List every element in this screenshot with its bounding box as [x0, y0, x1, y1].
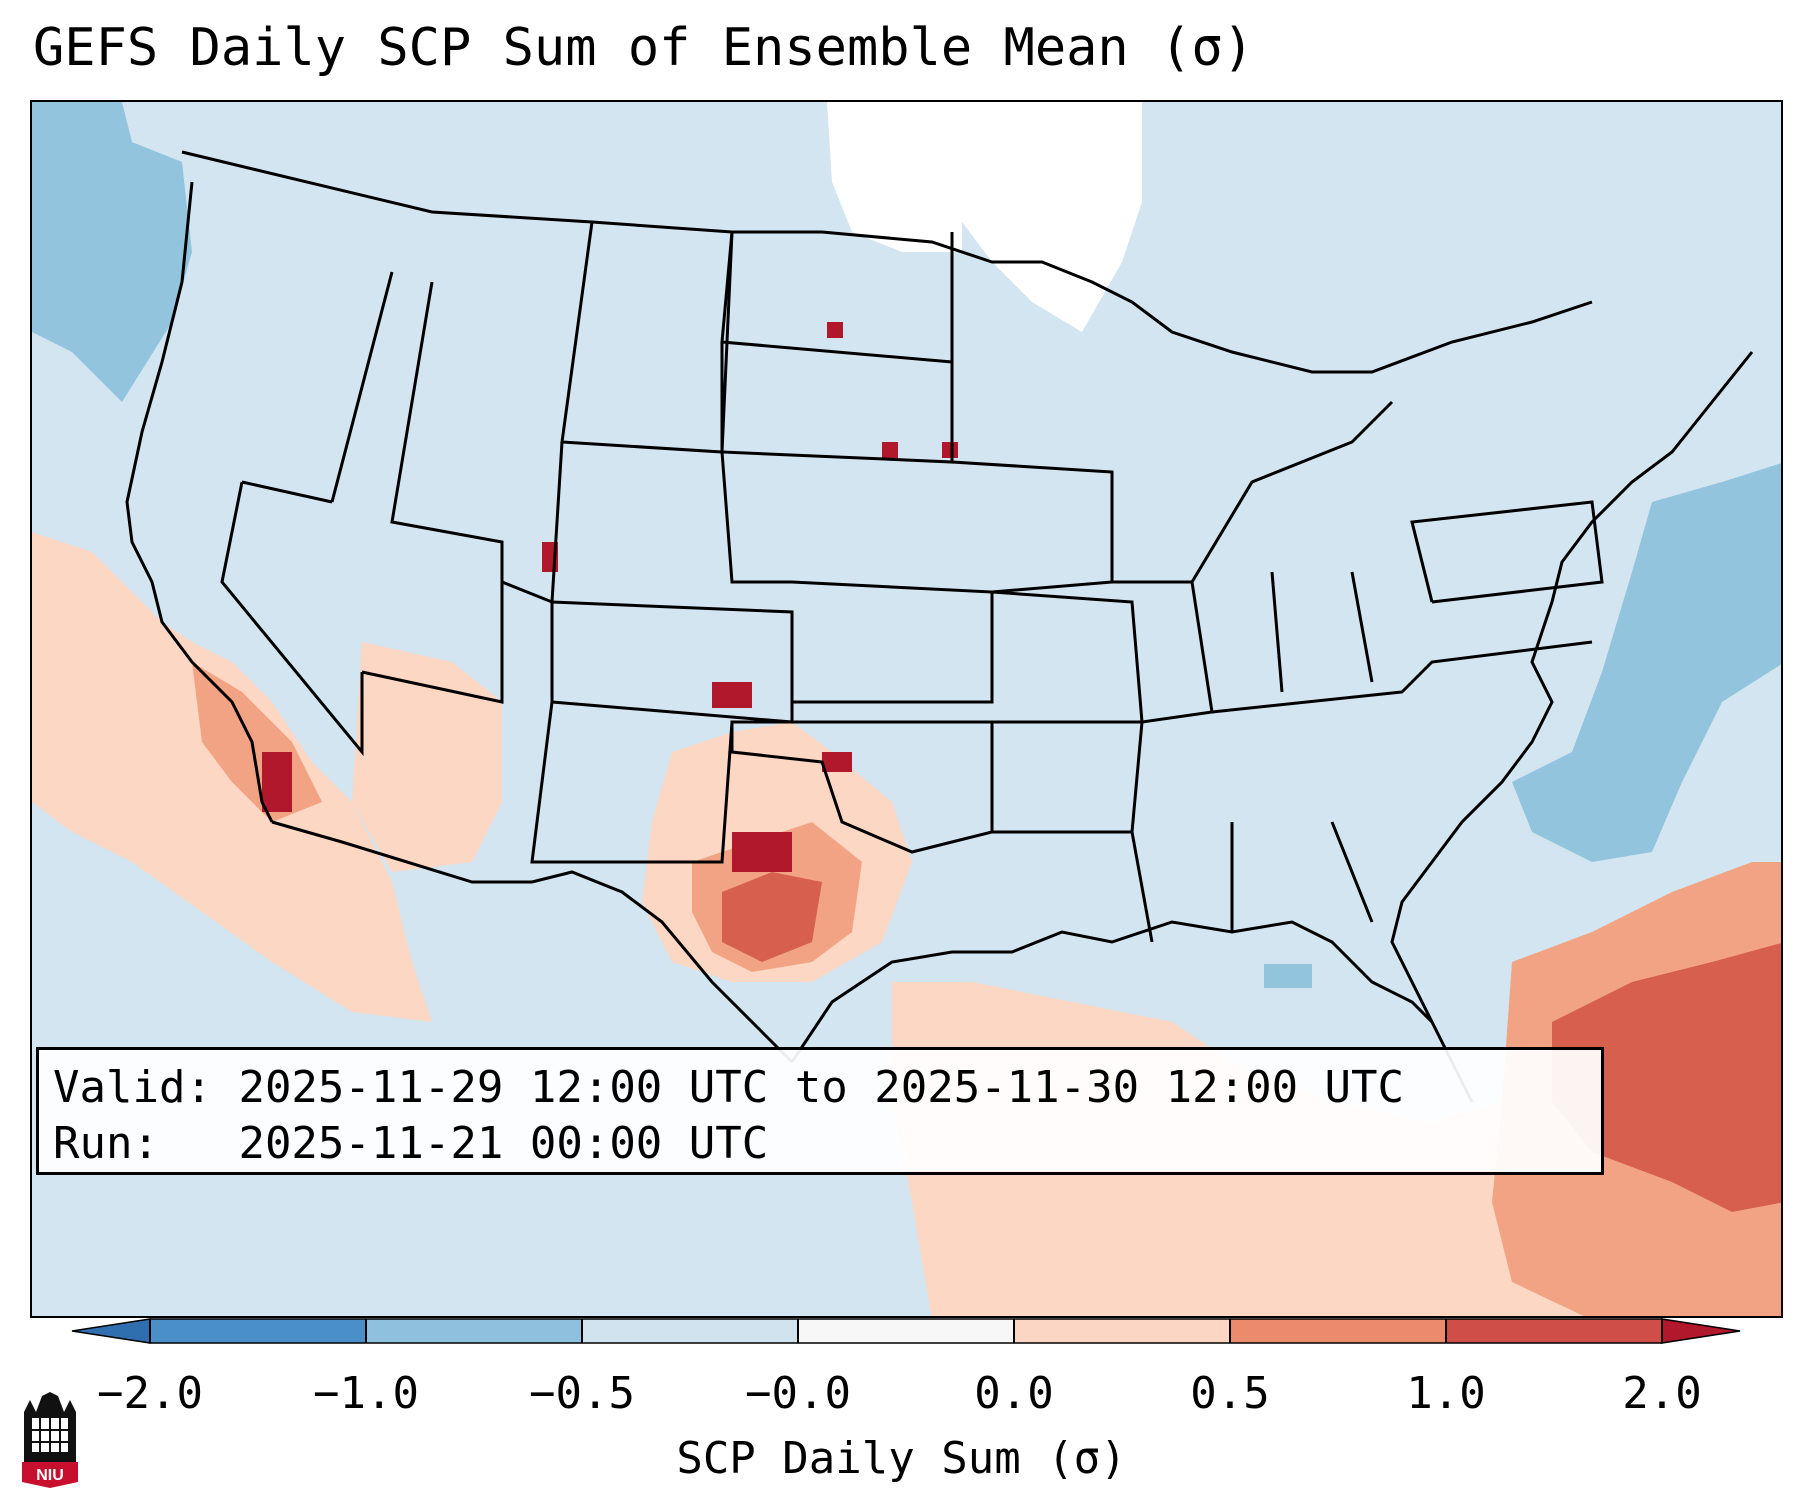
colorbar-tick: 1.0: [1406, 1368, 1486, 1419]
colorbar: [71, 1318, 1741, 1344]
darkred-spot-ca: [262, 752, 292, 812]
darkred-spot-sd-2: [942, 442, 958, 458]
colorbar-tick: −1.0: [313, 1368, 419, 1419]
colorbar-tick: 2.0: [1622, 1368, 1702, 1419]
valid-label: Valid:: [53, 1062, 212, 1113]
blue-region-pacific-nw: [32, 102, 192, 402]
blue-region-atlantic: [1512, 463, 1781, 862]
colorbar-bin-6: [1230, 1319, 1446, 1343]
niu-logo-icon: NIU: [22, 1392, 78, 1488]
darkred-spot-ok: [822, 752, 852, 772]
blue-patch-gulf: [1264, 964, 1312, 988]
darkred-spot-sd-1: [882, 442, 898, 458]
darkred-spot-nd: [827, 322, 843, 338]
darkred-spot-co: [712, 682, 752, 708]
colorbar-tick: −0.5: [529, 1368, 635, 1419]
run-time: 2025-11-21 00:00 UTC: [238, 1118, 769, 1169]
colorbar-tick: 0.0: [974, 1368, 1054, 1419]
run-label: Run:: [53, 1118, 159, 1169]
colorbar-bin-5: [1014, 1319, 1230, 1343]
white-region-canada: [962, 102, 1142, 332]
colorbar-tick: 0.5: [1190, 1368, 1270, 1419]
colorbar-bin-3: [582, 1319, 798, 1343]
colorbar-bin-7: [1446, 1319, 1662, 1343]
red-region-caribbean: [1552, 943, 1781, 1212]
red-region-texas: [722, 872, 822, 962]
colorbar-bin-1: [150, 1319, 366, 1343]
valid-range: 2025-11-29 12:00 UTC to 2025-11-30 12:00…: [238, 1062, 1405, 1113]
map-title: GEFS Daily SCP Sum of Ensemble Mean (σ): [33, 18, 1254, 78]
colorbar-under-arrow: [71, 1318, 151, 1344]
white-region-canada-2: [827, 102, 962, 252]
darkred-spot-tx: [732, 832, 792, 872]
colorbar-tick: −2.0: [97, 1368, 203, 1419]
colorbar-over-arrow: [1661, 1318, 1741, 1344]
colorbar-bin-2: [366, 1319, 582, 1343]
colorbar-tick: −0.0: [745, 1368, 851, 1419]
pink-region-intermountain: [352, 642, 502, 872]
colorbar-label: SCP Daily Sum (σ): [676, 1433, 1127, 1484]
svg-text:NIU: NIU: [36, 1467, 64, 1484]
colorbar-bin-4: [798, 1319, 1014, 1343]
validity-info-box: Valid: 2025-11-29 12:00 UTC to 2025-11-3…: [36, 1047, 1604, 1175]
boundaries: [125, 150, 1754, 1103]
